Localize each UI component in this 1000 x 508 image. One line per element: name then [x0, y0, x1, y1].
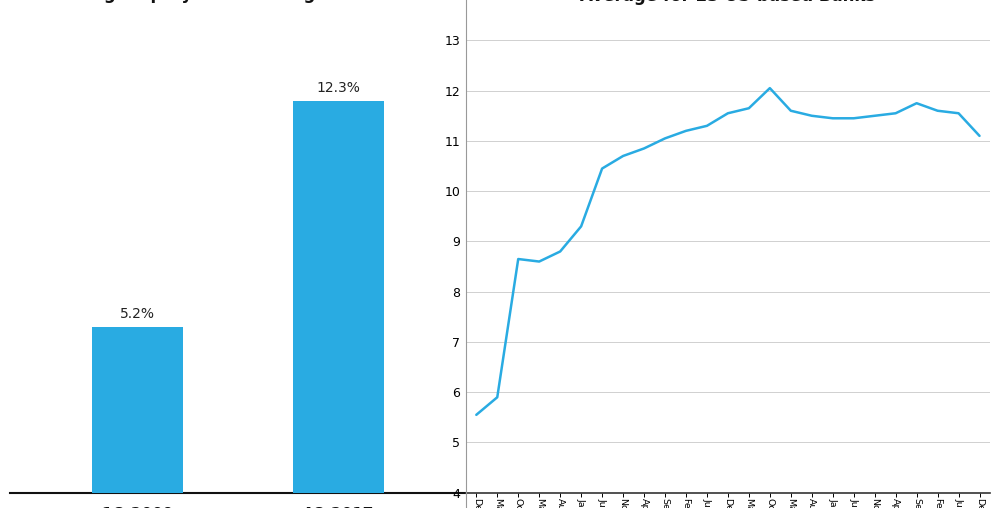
Title: Average Equity to Risk-Weighted Assets: Average Equity to Risk-Weighted Assets: [50, 0, 426, 3]
Title: Common Equity Tier 1 Capital Ratio (CET1)
Average for 23 US-based Banks: Common Equity Tier 1 Capital Ratio (CET1…: [528, 0, 928, 6]
Text: 12.3%: 12.3%: [316, 81, 360, 95]
Bar: [293, 101, 384, 493]
Bar: [92, 327, 183, 493]
Text: 5.2%: 5.2%: [120, 307, 155, 321]
